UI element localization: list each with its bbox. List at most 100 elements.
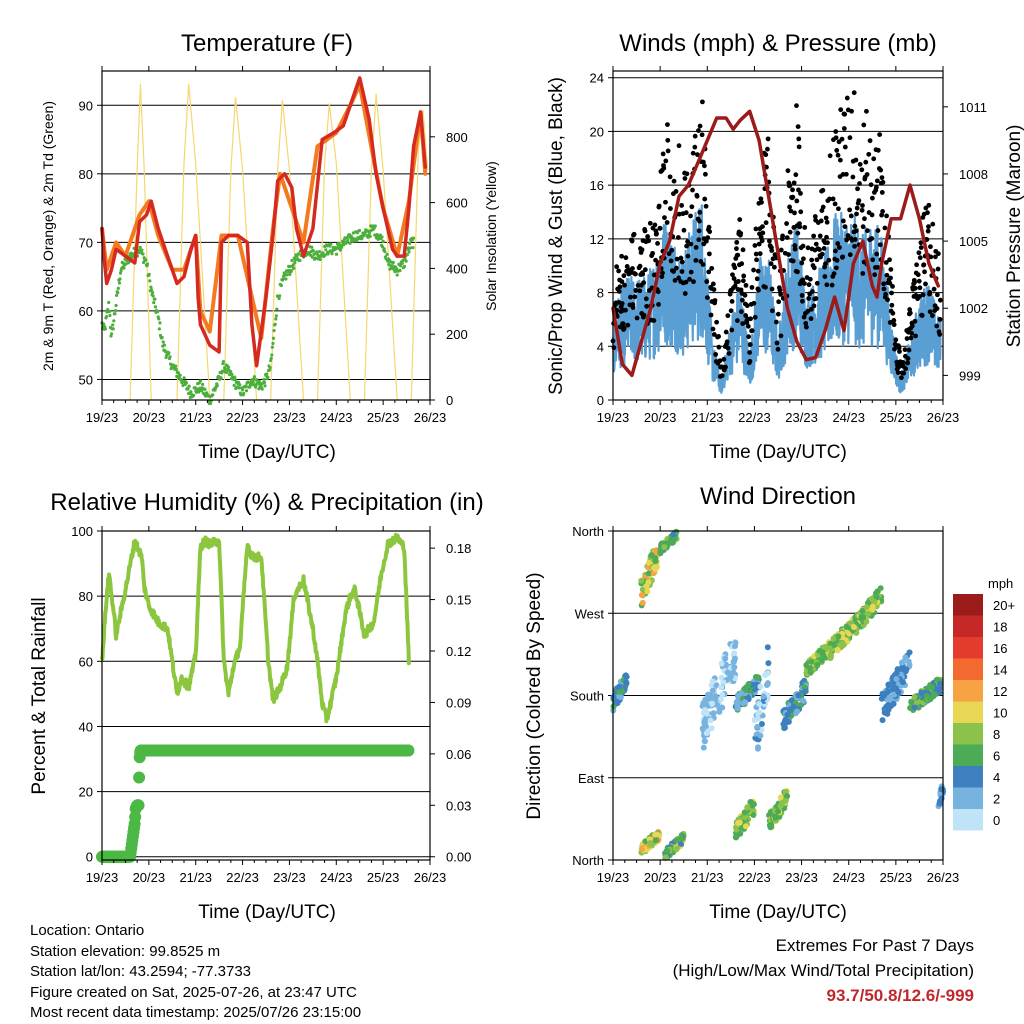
direction-point — [709, 678, 716, 685]
series-gust-point — [937, 316, 943, 322]
humidity-ytick-label: 20 — [79, 785, 93, 800]
series-dewpoint-point — [118, 271, 123, 275]
series-dewpoint-point — [147, 272, 151, 276]
temperature-xtick-label: 22/23 — [226, 410, 259, 425]
series-dewpoint-point — [151, 290, 155, 295]
series-gust-point — [792, 210, 797, 216]
direction-point — [623, 673, 630, 680]
series-dewpoint-point — [238, 383, 242, 387]
series-dewpoint-point — [167, 351, 171, 355]
series-gust-point — [656, 203, 662, 209]
series-gust-point — [835, 152, 841, 158]
temperature-title: Temperature (F) — [181, 30, 353, 57]
station-elevation: Station elevation: 99.8525 m — [30, 942, 221, 960]
direction-point — [741, 809, 748, 816]
series-gust-point — [922, 269, 927, 275]
direction-point — [724, 669, 731, 676]
series-dewpoint-point — [381, 239, 385, 243]
series-gust-point — [637, 288, 643, 294]
series-dewpoint-point — [138, 245, 142, 249]
series-gust-point — [672, 278, 678, 283]
direction-point — [873, 594, 880, 601]
humidity-ylabel: Percent & Total Rainfall — [29, 597, 50, 794]
series-gust-point — [906, 347, 912, 353]
series-gust-point — [736, 279, 741, 284]
series-gust-point — [798, 190, 803, 196]
direction-point — [763, 682, 770, 689]
series-dewpoint-point — [262, 380, 267, 385]
humidity-ytick-label: 40 — [79, 719, 93, 734]
direction-point — [749, 806, 756, 813]
legend-label: 2 — [993, 792, 1000, 807]
direction-point — [911, 693, 918, 700]
series-dewpoint-point — [330, 252, 334, 256]
series-gust-point — [823, 261, 828, 267]
direction-point — [834, 647, 841, 654]
series-gust-point — [881, 286, 887, 292]
series-gust-point — [663, 158, 669, 164]
series-gust-point — [754, 257, 759, 263]
direction-point — [881, 691, 888, 698]
series-gust-point — [842, 224, 848, 230]
series-dewpoint-point — [178, 373, 182, 377]
direction-point — [673, 837, 680, 844]
direction-point — [902, 654, 909, 661]
series-gust-point — [794, 198, 800, 204]
series-gust-point — [693, 258, 699, 263]
series-gust-point — [696, 128, 701, 133]
direction-point — [843, 624, 850, 631]
wind-direction-panel: Wind Direction Time (Day/UTC) Direction … — [524, 483, 1013, 923]
series-dewpoint-point — [268, 366, 272, 370]
series-gust-point — [629, 238, 635, 244]
precip-ytick-label: 0.09 — [446, 695, 471, 710]
series-gust-point — [738, 309, 744, 315]
series-gust-point — [778, 333, 784, 339]
series-gust-point — [900, 360, 906, 365]
series-dewpoint-point — [373, 224, 377, 228]
series-gust-point — [930, 221, 936, 227]
direction-point — [899, 658, 906, 665]
series-gust-point — [860, 271, 866, 276]
series-dewpoint-point — [321, 251, 325, 255]
series-gust-point — [791, 180, 797, 186]
station-latlon: Station lat/lon: 43.2594; -77.3733 — [30, 963, 252, 980]
temperature-xtick-label: 19/23 — [86, 410, 119, 425]
series-gust-point — [673, 189, 679, 194]
series-dewpoint-point — [269, 356, 273, 360]
series-dewpoint-point — [117, 281, 122, 285]
direction-xtick-label: 21/23 — [691, 870, 724, 885]
legend-swatch — [953, 723, 983, 745]
direction-point — [710, 710, 717, 717]
series-gust-point — [630, 305, 636, 310]
series-gust-point — [633, 287, 639, 293]
series-gust-point — [824, 234, 829, 240]
series-gust-point — [798, 209, 804, 215]
series-gust-point — [873, 185, 879, 190]
series-dewpoint-point — [383, 249, 387, 254]
series-dewpoint-point — [393, 269, 397, 274]
series-gust-point — [879, 212, 885, 218]
series-gust-point — [806, 296, 812, 301]
series-gust-point — [851, 90, 857, 96]
series-dewpoint-point — [275, 307, 279, 311]
series-gust-point — [869, 212, 875, 218]
series-gust-point — [660, 151, 666, 157]
series-gust-point — [669, 247, 675, 253]
series-gust-point — [747, 342, 753, 347]
series-dewpoint-point — [398, 264, 403, 268]
series-gust-point — [623, 307, 628, 313]
series-gust-point — [903, 366, 909, 372]
series-gust-point — [642, 228, 648, 234]
series-gust-point — [702, 163, 707, 169]
series-gust-point — [763, 284, 768, 290]
series-gust-point — [753, 251, 759, 257]
series-gust-point — [645, 234, 651, 239]
winds-xtick-label: 24/23 — [832, 410, 865, 425]
series-dewpoint-point — [141, 252, 145, 256]
series-gust-point — [696, 237, 702, 243]
direction-point — [757, 683, 764, 690]
wind-direction-ylabel: Direction (Colored By Speed) — [524, 572, 545, 819]
series-gust-point — [806, 282, 812, 288]
direction-point — [662, 854, 669, 861]
series-gust-point — [634, 315, 640, 321]
